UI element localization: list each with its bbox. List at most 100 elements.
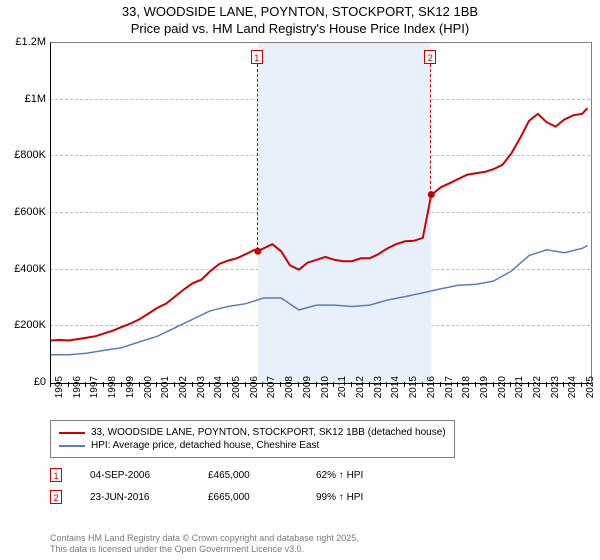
x-tick-label: 2001	[160, 376, 171, 416]
x-tick-mark	[280, 382, 281, 387]
x-tick-mark	[440, 382, 441, 387]
x-tick-mark	[121, 382, 122, 387]
x-tick-mark	[581, 382, 582, 387]
sale-marker-connector	[430, 64, 431, 194]
x-tick-mark	[209, 382, 210, 387]
x-tick-label: 2007	[266, 376, 277, 416]
title-line-1: 33, WOODSIDE LANE, POYNTON, STOCKPORT, S…	[122, 4, 478, 19]
legend-item: 33, WOODSIDE LANE, POYNTON, STOCKPORT, S…	[59, 427, 446, 438]
x-tick-mark	[174, 382, 175, 387]
x-tick-label: 2002	[178, 376, 189, 416]
x-tick-mark	[528, 382, 529, 387]
legend-item: HPI: Average price, detached house, Ches…	[59, 440, 446, 451]
y-tick-label: £1.2M	[0, 36, 46, 48]
sale-row: 1 04-SEP-2006 £465,000 62% ↑ HPI	[50, 468, 363, 482]
x-tick-label: 2006	[249, 376, 260, 416]
x-tick-label: 2023	[550, 376, 561, 416]
x-tick-mark	[493, 382, 494, 387]
x-tick-mark	[422, 382, 423, 387]
x-tick-label: 2016	[426, 376, 437, 416]
x-tick-label: 2021	[514, 376, 525, 416]
x-tick-label: 2008	[284, 376, 295, 416]
x-tick-label: 1999	[125, 376, 136, 416]
chart-container: 33, WOODSIDE LANE, POYNTON, STOCKPORT, S…	[0, 0, 600, 560]
x-tick-mark	[85, 382, 86, 387]
x-tick-label: 2014	[390, 376, 401, 416]
y-tick-label: £400K	[0, 263, 46, 275]
sale-marker-connector	[257, 64, 258, 250]
x-tick-mark	[298, 382, 299, 387]
sale-price: £465,000	[208, 470, 288, 481]
y-tick-label: £1M	[0, 93, 46, 105]
x-tick-label: 2004	[213, 376, 224, 416]
x-tick-mark	[333, 382, 334, 387]
y-tick-label: £200K	[0, 319, 46, 331]
x-tick-label: 2019	[479, 376, 490, 416]
sale-vs-hpi: 62% ↑ HPI	[316, 470, 363, 481]
legend-swatch	[59, 432, 85, 434]
legend-label: HPI: Average price, detached house, Ches…	[91, 440, 319, 451]
x-tick-mark	[262, 382, 263, 387]
x-tick-mark	[68, 382, 69, 387]
x-tick-label: 2005	[231, 376, 242, 416]
x-tick-mark	[316, 382, 317, 387]
x-tick-mark	[50, 382, 51, 387]
x-tick-mark	[457, 382, 458, 387]
x-tick-mark	[351, 382, 352, 387]
x-tick-label: 1996	[72, 376, 83, 416]
sale-marker-box: 2	[424, 50, 436, 64]
x-tick-label: 2011	[337, 376, 348, 416]
x-tick-mark	[156, 382, 157, 387]
sale-price: £665,000	[208, 492, 288, 503]
x-tick-label: 2013	[373, 376, 384, 416]
sale-row: 2 23-JUN-2016 £665,000 99% ↑ HPI	[50, 490, 363, 504]
x-tick-mark	[546, 382, 547, 387]
x-tick-label: 2025	[585, 376, 596, 416]
x-tick-label: 1995	[54, 376, 65, 416]
legend: 33, WOODSIDE LANE, POYNTON, STOCKPORT, S…	[50, 420, 455, 458]
footer-line-1: Contains HM Land Registry data © Crown c…	[50, 533, 359, 543]
sale-vs-hpi: 99% ↑ HPI	[316, 492, 363, 503]
x-tick-mark	[563, 382, 564, 387]
x-tick-label: 2024	[567, 376, 578, 416]
y-tick-label: £800K	[0, 149, 46, 161]
title-line-2: Price paid vs. HM Land Registry's House …	[131, 21, 469, 36]
plot-svg	[51, 43, 591, 383]
x-tick-label: 2017	[444, 376, 455, 416]
sale-point-dot	[428, 191, 435, 198]
x-tick-label: 1997	[89, 376, 100, 416]
x-tick-mark	[369, 382, 370, 387]
x-tick-label: 2010	[320, 376, 331, 416]
sale-row-marker: 1	[50, 468, 62, 482]
x-tick-label: 2022	[532, 376, 543, 416]
legend-swatch	[59, 445, 85, 447]
footer-attribution: Contains HM Land Registry data © Crown c…	[50, 533, 359, 556]
sale-row-marker: 2	[50, 490, 62, 504]
x-tick-label: 2020	[497, 376, 508, 416]
x-tick-label: 1998	[107, 376, 118, 416]
sale-date: 04-SEP-2006	[90, 470, 180, 481]
series-hpi	[51, 246, 588, 355]
sale-marker-box: 1	[251, 50, 263, 64]
y-tick-label: £600K	[0, 206, 46, 218]
y-tick-label: £0	[0, 376, 46, 388]
sale-point-dot	[254, 248, 261, 255]
x-tick-label: 2000	[143, 376, 154, 416]
x-tick-mark	[139, 382, 140, 387]
x-tick-label: 2003	[196, 376, 207, 416]
legend-label: 33, WOODSIDE LANE, POYNTON, STOCKPORT, S…	[91, 427, 446, 438]
x-tick-mark	[103, 382, 104, 387]
x-tick-label: 2018	[461, 376, 472, 416]
plot-area	[50, 42, 592, 384]
x-tick-mark	[245, 382, 246, 387]
footer-line-2: This data is licensed under the Open Gov…	[50, 544, 304, 554]
x-tick-label: 2009	[302, 376, 313, 416]
x-tick-mark	[192, 382, 193, 387]
sale-date: 23-JUN-2016	[90, 492, 180, 503]
x-tick-mark	[510, 382, 511, 387]
x-tick-mark	[475, 382, 476, 387]
x-tick-mark	[386, 382, 387, 387]
x-tick-mark	[404, 382, 405, 387]
chart-title: 33, WOODSIDE LANE, POYNTON, STOCKPORT, S…	[0, 0, 600, 38]
x-tick-label: 2015	[408, 376, 419, 416]
